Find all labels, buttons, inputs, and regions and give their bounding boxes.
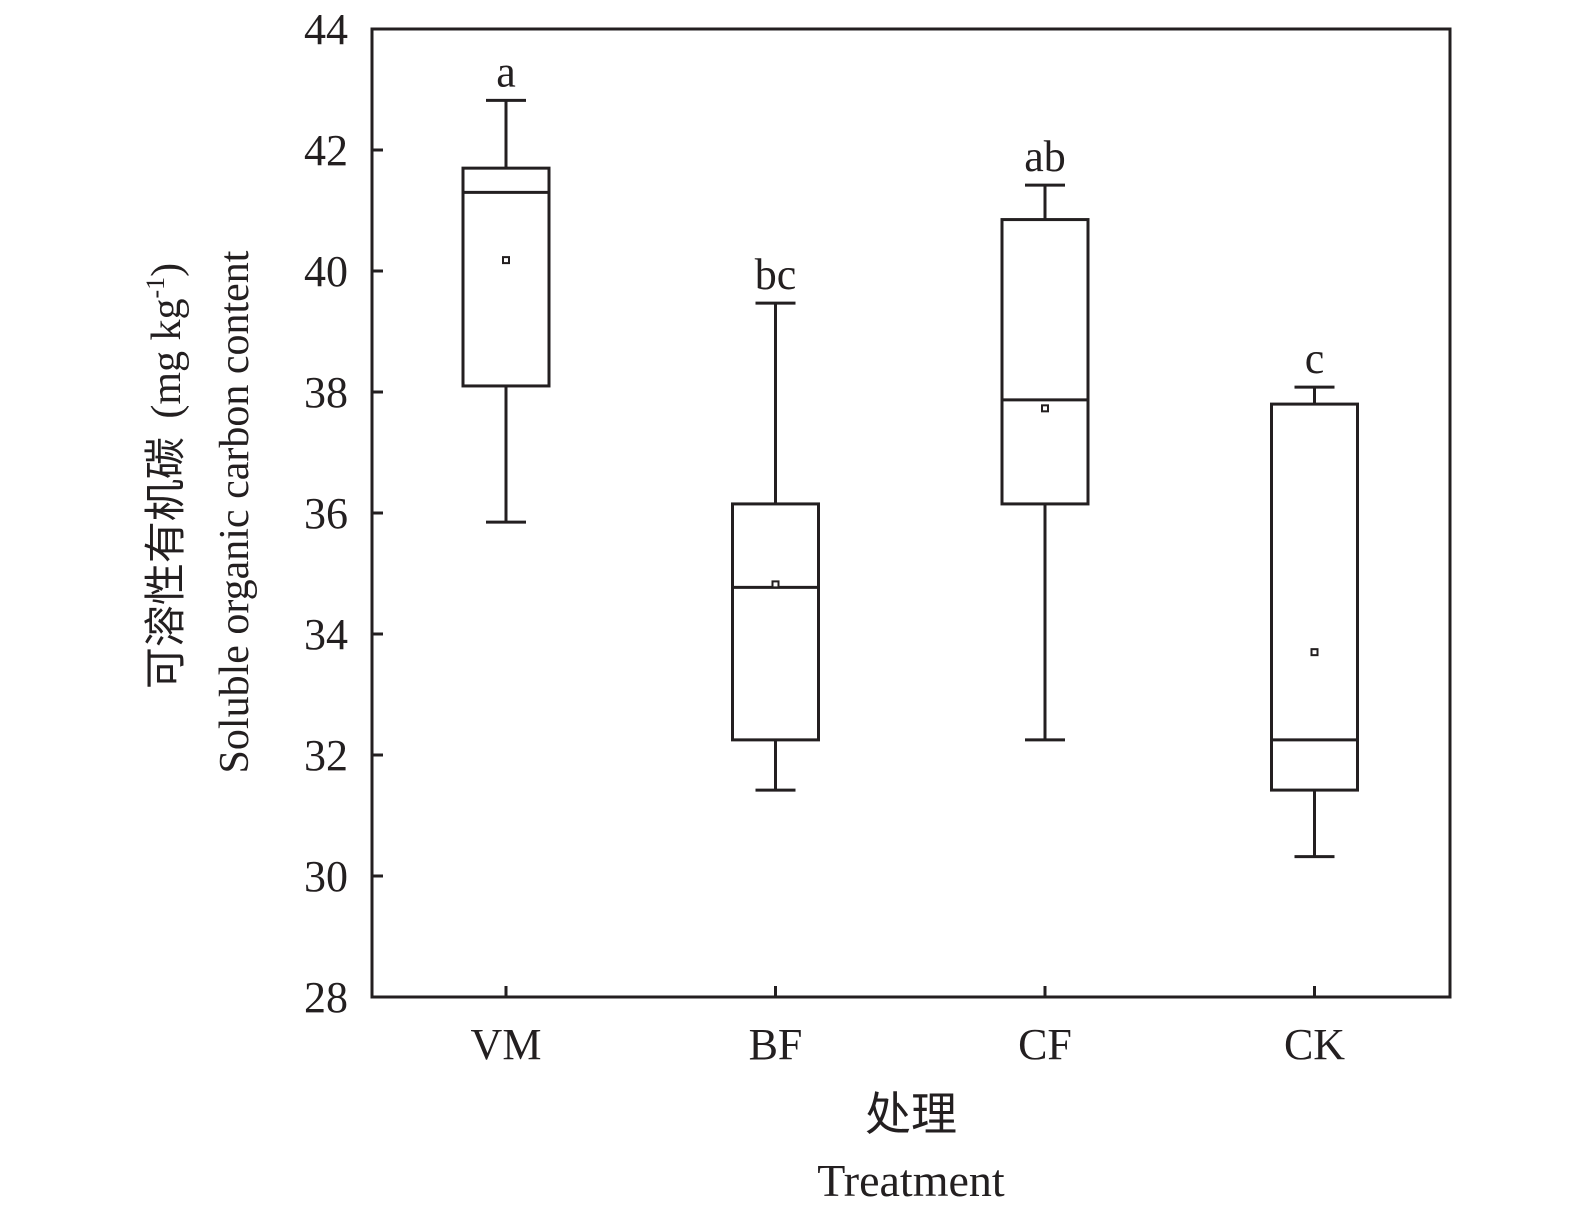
y-tick-label: 30: [304, 852, 348, 901]
x-category-label: CK: [1284, 1020, 1345, 1069]
x-axis-ticks: VM BF CF CK: [471, 986, 1345, 1069]
y-tick-label: 32: [304, 731, 348, 780]
y-axis-label-cn-text: 可溶性有机碳: [143, 437, 190, 689]
x-category-label: BF: [749, 1020, 803, 1069]
significance-letter: bc: [755, 250, 797, 299]
y-tick-label: 38: [304, 368, 348, 417]
y-tick-label: 42: [304, 126, 348, 175]
x-category-label: CF: [1018, 1020, 1072, 1069]
y-tick-label: 34: [304, 610, 348, 659]
significance-letter: ab: [1024, 132, 1066, 181]
mean-marker: [1041, 404, 1049, 413]
box-group-ck: c: [1270, 334, 1359, 859]
y-tick-label: 28: [304, 973, 348, 1022]
mean-marker: [1310, 648, 1319, 657]
significance-letter: a: [496, 47, 516, 96]
y-axis-label-unit: (mg kg: [144, 299, 190, 419]
box-group-bf: bc: [731, 250, 820, 792]
iqr-box: [731, 502, 820, 742]
iqr-box: [1000, 218, 1090, 506]
box-group-vm: a: [461, 47, 551, 524]
iqr-box: [461, 166, 551, 388]
x-axis-label-english: Treatment: [817, 1155, 1005, 1206]
plot-frame: [370, 27, 1452, 999]
x-category-label: VM: [471, 1020, 542, 1069]
y-axis-ticks: 28 30 32 34 36 38 40 42 44: [304, 5, 383, 1022]
significance-letter: c: [1305, 334, 1325, 383]
mean-marker: [771, 580, 780, 589]
y-axis-label-english: Soluble organic carbon content: [212, 250, 258, 773]
y-axis-label-unit-close: ): [144, 263, 190, 277]
y-axis-label-chinese: 可溶性有机碳 (mg kg-1): [141, 263, 190, 689]
x-axis-label-chinese: 处理: [865, 1089, 957, 1140]
y-tick-label: 36: [304, 489, 348, 538]
y-axis-label-unit-sup: -1: [141, 277, 170, 299]
y-tick-label: 44: [304, 5, 348, 54]
mean-marker: [502, 256, 510, 265]
y-tick-label: 40: [304, 247, 348, 296]
iqr-box: [1270, 402, 1359, 792]
box-group-cf: ab: [1000, 132, 1090, 742]
